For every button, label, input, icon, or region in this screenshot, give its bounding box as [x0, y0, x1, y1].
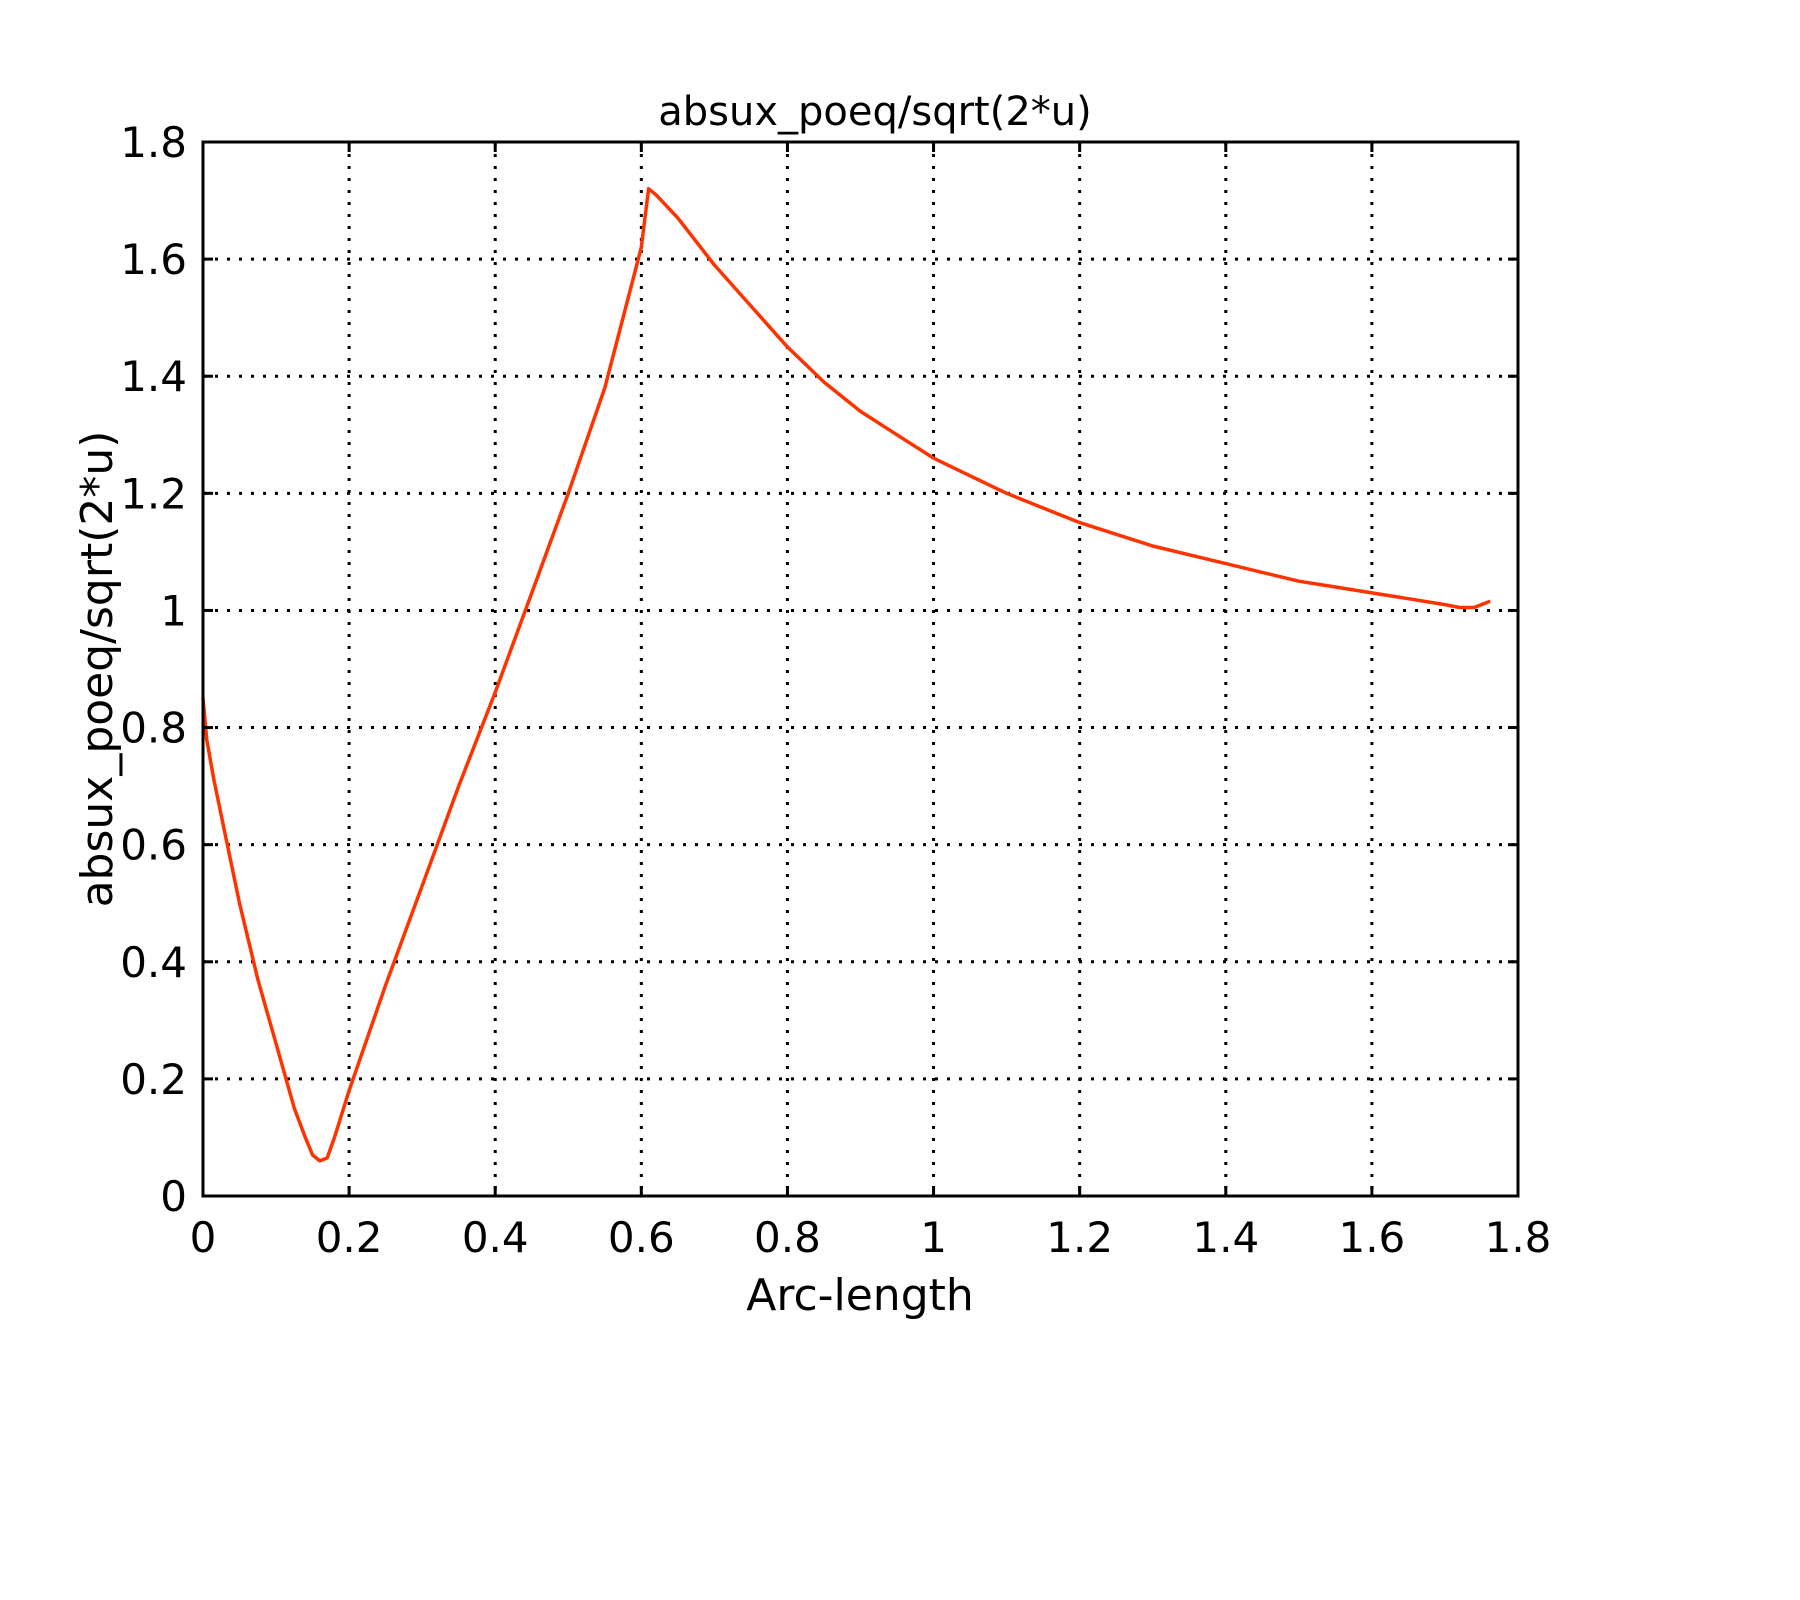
- plot-frame: [201, 140, 1520, 1198]
- x-tick-label: 0.4: [462, 1213, 529, 1262]
- grid: [203, 142, 1518, 1196]
- chart-title: absux_poeq/sqrt(2*u): [658, 89, 1091, 135]
- y-tick-label: 0.8: [120, 704, 187, 753]
- x-tick-label: 1.6: [1338, 1213, 1405, 1262]
- y-tick-label: 1.6: [120, 235, 187, 284]
- x-tick-label: 1.8: [1485, 1213, 1552, 1262]
- x-tick-label: 1.4: [1192, 1213, 1259, 1262]
- y-tick-label: 0: [160, 1172, 187, 1221]
- y-tick-label: 0.6: [120, 821, 187, 870]
- x-tick-label: 0.2: [316, 1213, 383, 1262]
- x-tick-labels: 0 0.2 0.4 0.6 0.8 1 1.2 1.4 1.6 1.8: [190, 1213, 1552, 1262]
- y-tick-label: 1.2: [120, 469, 187, 518]
- y-axis-label: absux_poeq/sqrt(2*u): [72, 431, 123, 908]
- tick-marks: [201, 140, 1520, 1198]
- series-layer: [201, 187, 1491, 1163]
- y-tick-label: 0.4: [120, 938, 187, 987]
- y-tick-label: 0.2: [120, 1055, 187, 1104]
- y-tick-label: 1.8: [120, 118, 187, 167]
- y-tick-label: 1.4: [120, 352, 187, 401]
- y-tick-labels: 0 0.2 0.4 0.6 0.8 1 1.2 1.4 1.6 1.8: [120, 118, 187, 1221]
- x-tick-label: 1: [920, 1213, 947, 1262]
- x-tick-label: 0.6: [608, 1213, 675, 1262]
- y-tick-label: 1: [160, 586, 187, 635]
- series-line: [201, 187, 1491, 1163]
- x-axis-label: Arc-length: [746, 1270, 974, 1321]
- x-tick-label: 0: [190, 1213, 217, 1262]
- x-tick-label: 0.8: [754, 1213, 821, 1262]
- x-tick-label: 1.2: [1046, 1213, 1113, 1262]
